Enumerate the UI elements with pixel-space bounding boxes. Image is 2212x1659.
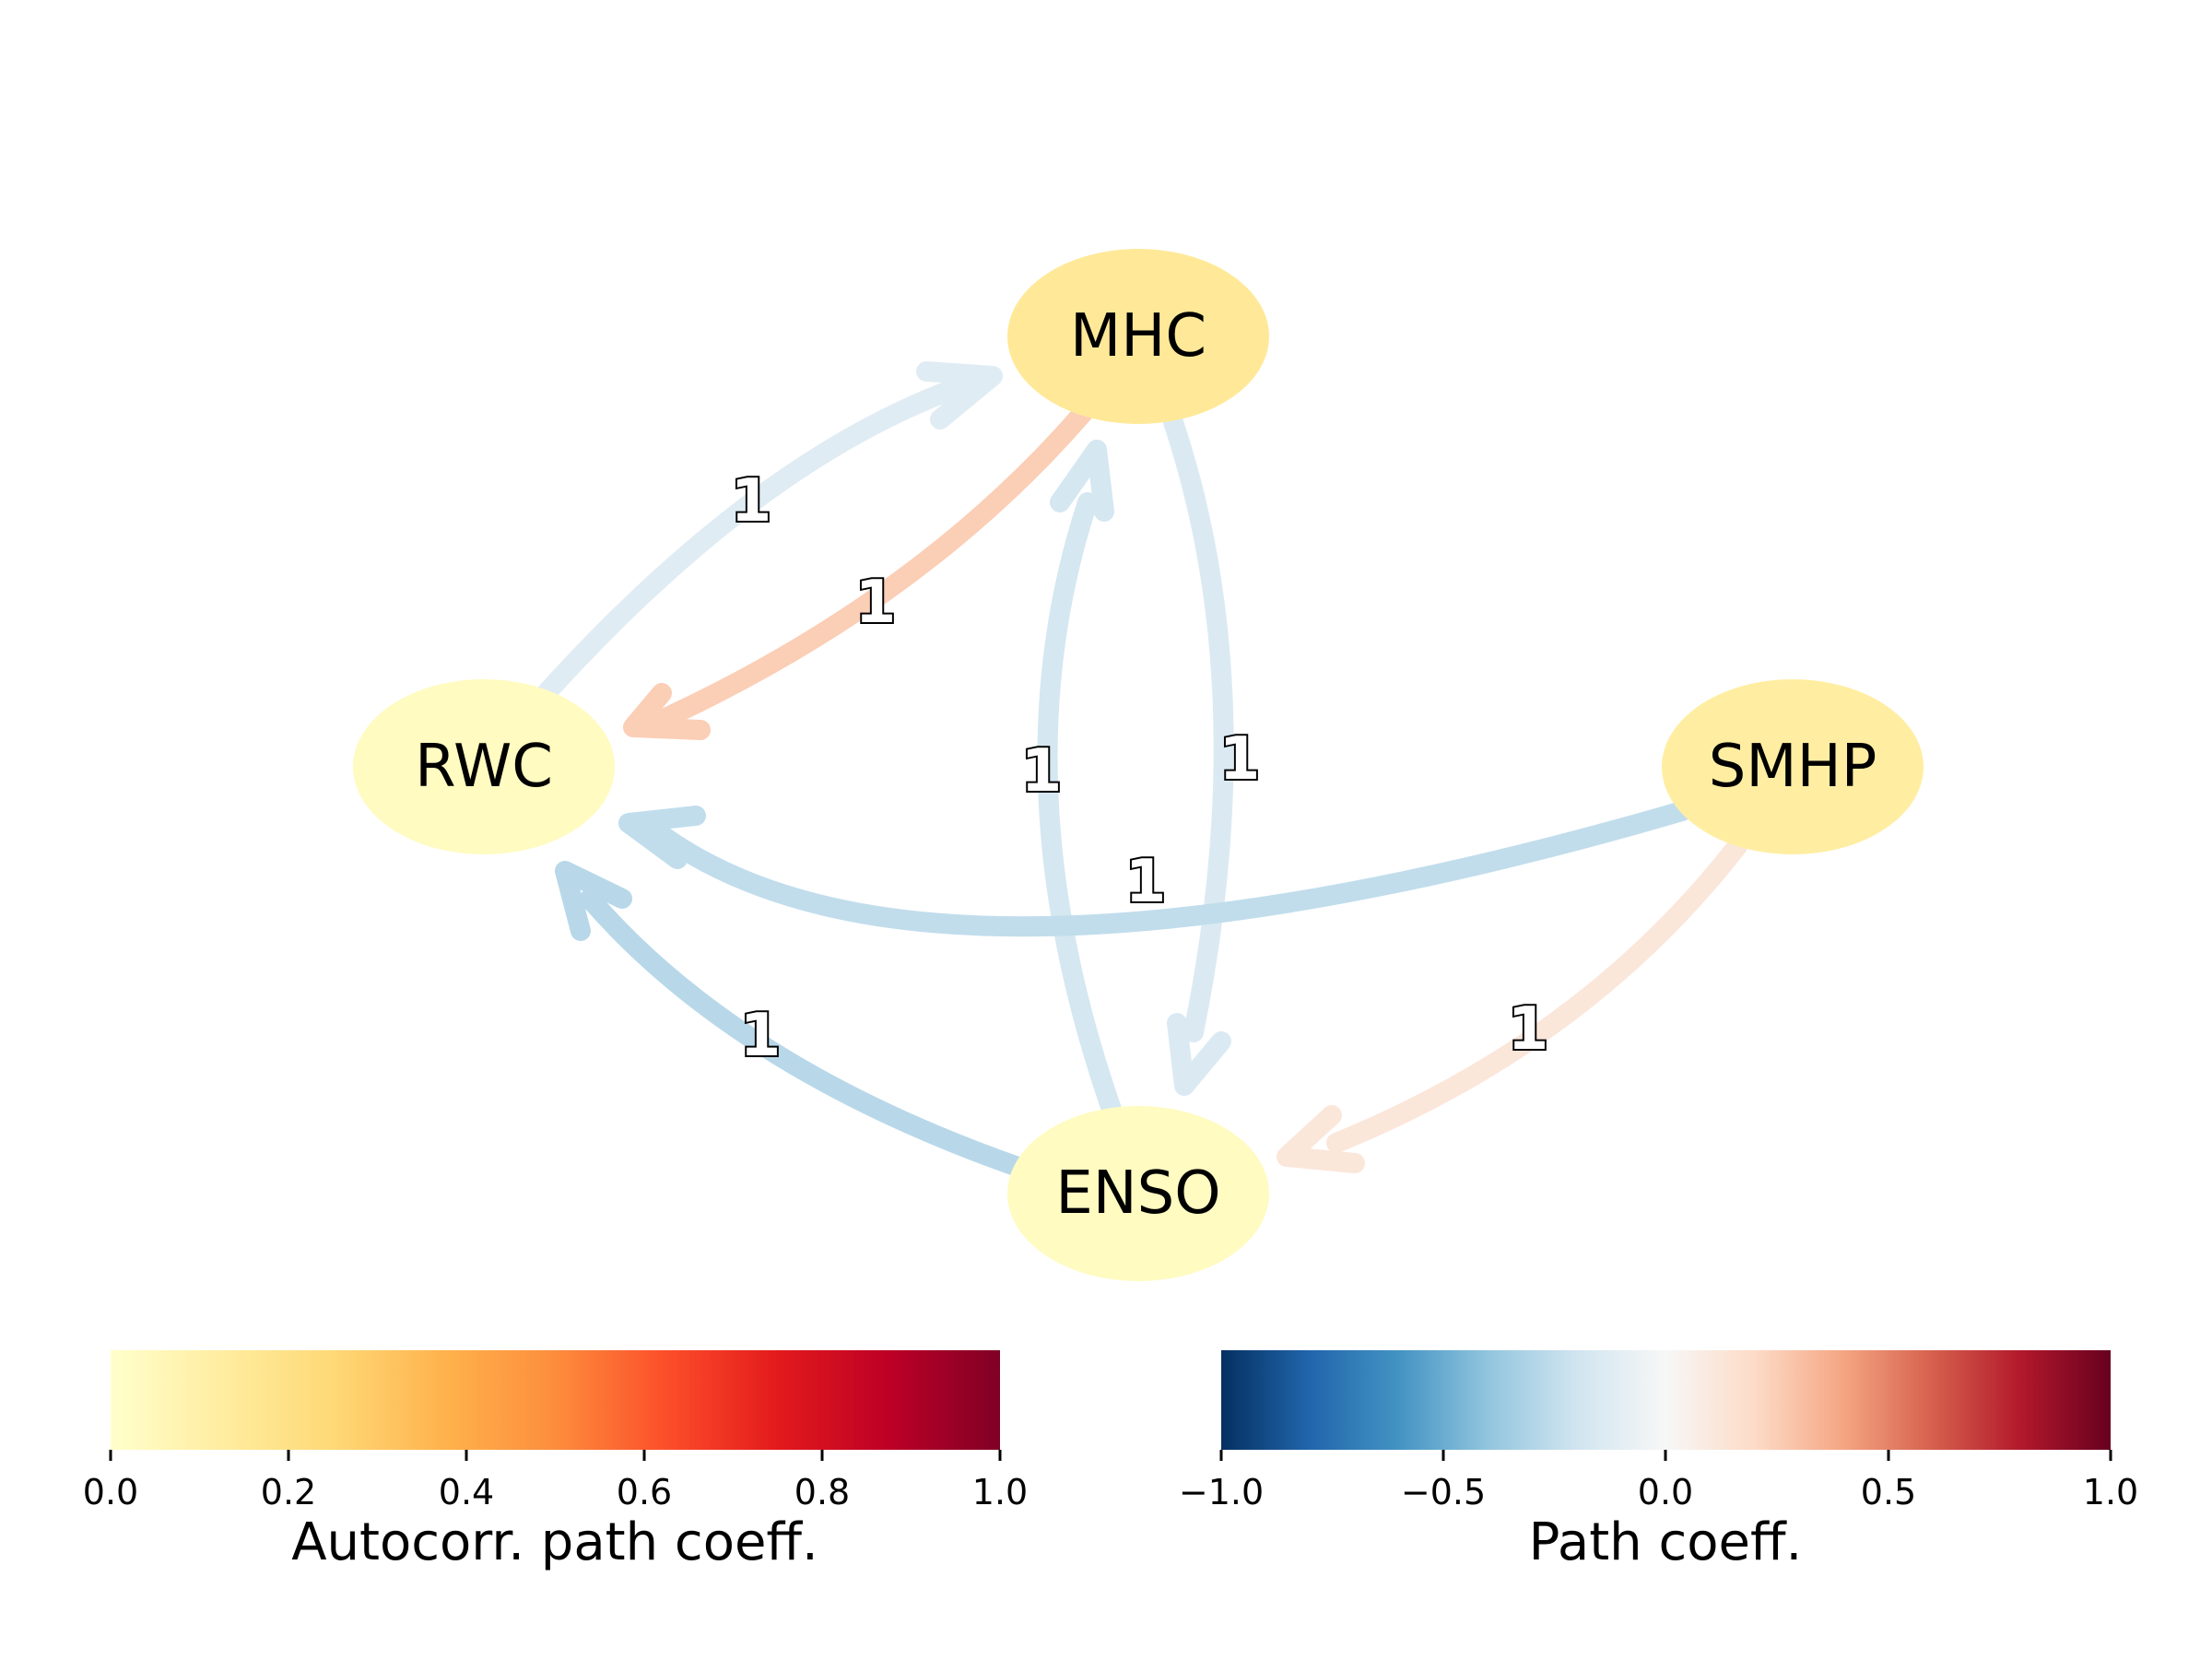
edge-mhc-to-rwc-line: [653, 403, 1093, 729]
autocorr-tick-label: 0.2: [261, 1472, 316, 1512]
node-enso-label: ENSO: [1055, 1159, 1220, 1228]
edge-label-mhc-to-enso: 1: [1219, 725, 1261, 794]
edge-mhc-to-rwc: 1: [623, 403, 1093, 740]
edge-label-smhp-to-rwc: 1: [1125, 848, 1167, 916]
edge-label-enso-to-mhc: 1: [1021, 737, 1063, 806]
node-smhp-circle: [1662, 679, 1924, 854]
autocorr-colorbar-ticks: 0.0 0.2 0.4 0.6 0.8 1.0: [83, 1450, 1028, 1512]
node-mhc: MHC: [1007, 249, 1269, 424]
node-enso-circle: [1007, 1106, 1269, 1281]
path-colorbar-ticks: −1.0 −0.5 0.0 0.5 1.0: [1179, 1450, 2138, 1512]
edge-enso-to-mhc-arrowhead: [1050, 440, 1114, 522]
edge-label-enso-to-rwc: 1: [740, 1002, 782, 1070]
node-rwc: RWC: [353, 679, 615, 854]
edge-smhp-to-enso: 1: [1277, 836, 1747, 1173]
node-mhc-label: MHC: [1070, 302, 1206, 371]
edge-enso-to-rwc-arrowhead: [555, 861, 632, 941]
edge-enso-to-rwc-line: [580, 888, 1033, 1179]
edge-mhc-to-rwc-arrowhead: [623, 683, 711, 740]
autocorr-tick-label: 0.6: [617, 1472, 672, 1512]
edge-rwc-to-mhc-line: [534, 377, 969, 706]
edge-label-rwc-to-mhc: 1: [731, 467, 772, 535]
path-tick-label: 1.0: [2083, 1472, 2138, 1512]
edge-mhc-to-enso-line: [1163, 412, 1234, 1042]
edge-rwc-to-mhc-arrowhead: [916, 361, 1003, 429]
autocorr-colorbar: 0.0 0.2 0.4 0.6 0.8 1.0 Autocorr. path c…: [83, 1350, 1028, 1572]
autocorr-tick-label: 0.8: [794, 1472, 850, 1512]
path-tick-label: −1.0: [1179, 1472, 1264, 1512]
edge-mhc-to-enso: 1: [1163, 412, 1262, 1096]
node-enso: ENSO: [1007, 1106, 1269, 1281]
edge-smhp-to-rwc: 1: [618, 801, 1692, 937]
path-tick-label: 0.0: [1638, 1472, 1693, 1512]
node-rwc-circle: [353, 679, 615, 854]
node-mhc-circle: [1007, 249, 1269, 424]
edge-smhp-to-enso-line: [1326, 836, 1747, 1153]
autocorr-tick-label: 1.0: [972, 1472, 1028, 1512]
edge-smhp-to-rwc-arrowhead: [618, 806, 706, 869]
autocorr-tick-label: 0.0: [83, 1472, 138, 1512]
edge-enso-to-rwc: 1: [555, 861, 1033, 1179]
path-colorbar: −1.0 −0.5 0.0 0.5 1.0 Path coeff.: [1179, 1350, 2138, 1572]
edge-layer: 1 1 1 1 1 1 1: [534, 361, 1747, 1179]
edge-enso-to-mhc: 1: [1019, 440, 1125, 1130]
edge-smhp-to-rwc-line: [644, 801, 1692, 937]
path-colorbar-gradient: [1221, 1350, 2111, 1450]
edge-label-smhp-to-enso: 1: [1508, 995, 1549, 1064]
edge-enso-to-mhc-line: [1037, 492, 1125, 1130]
path-colorbar-label: Path coeff.: [1529, 1512, 1803, 1572]
autocorr-tick-label: 0.4: [439, 1472, 494, 1512]
autocorr-colorbar-label: Autocorr. path coeff.: [291, 1512, 818, 1572]
node-smhp-label: SMHP: [1709, 733, 1877, 801]
node-smhp: SMHP: [1662, 679, 1924, 854]
node-rwc-label: RWC: [415, 733, 553, 801]
autocorr-colorbar-gradient: [111, 1350, 1000, 1450]
edge-rwc-to-mhc: 1: [534, 361, 1003, 706]
node-layer: MHC RWC SMHP ENSO: [353, 249, 1924, 1281]
edge-mhc-to-enso-arrowhead: [1167, 1013, 1231, 1096]
path-tick-label: 0.5: [1861, 1472, 1916, 1512]
path-tick-label: −0.5: [1401, 1472, 1486, 1512]
edge-smhp-to-enso-arrowhead: [1277, 1105, 1365, 1173]
edge-label-mhc-to-rwc: 1: [855, 569, 897, 637]
